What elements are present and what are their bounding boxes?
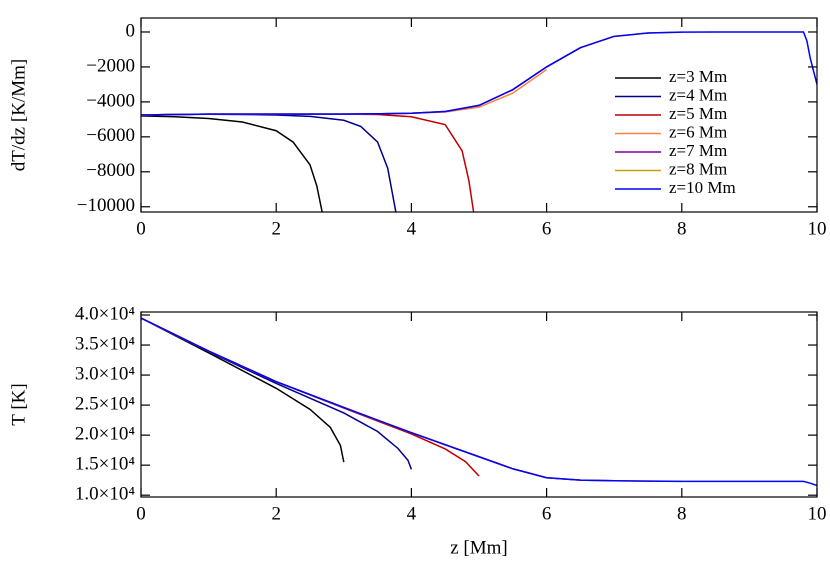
y-tick-label: 2.5×10⁴: [75, 393, 135, 414]
plot-frame: [140, 311, 818, 498]
y-tick-label: 3.0×10⁴: [75, 363, 135, 384]
y-tick-label: −4000: [86, 90, 135, 111]
x-tick-label: 2: [271, 218, 281, 239]
series-line: [141, 31, 817, 116]
y-tick-label: 1.5×10⁴: [75, 454, 135, 475]
y-tick-label: −6000: [86, 125, 135, 146]
x-tick-label: 0: [136, 218, 146, 239]
legend-label: z=3 Mm: [669, 67, 727, 86]
legend-label: z=6 Mm: [669, 122, 727, 141]
series-line: [141, 31, 682, 116]
series-line: [141, 113, 475, 212]
x-tick-label: 4: [407, 503, 417, 524]
legend-label: z=5 Mm: [669, 104, 727, 123]
x-tick-label: 2: [271, 503, 281, 524]
series-line: [141, 317, 817, 487]
y-tick-label: 3.5×10⁴: [75, 333, 135, 354]
x-tick-label: 4: [407, 218, 417, 239]
series-line: [141, 317, 345, 463]
x-tick-label: 0: [136, 503, 146, 524]
y-tick-label: 4.0×10⁴: [75, 303, 135, 324]
legend-label: z=4 Mm: [669, 85, 727, 104]
y-tick-label: −10000: [77, 195, 135, 216]
x-tick-label: 6: [542, 503, 552, 524]
x-tick-label: 10: [808, 218, 827, 239]
series-line: [141, 317, 413, 470]
x-tick-label: 10: [808, 503, 827, 524]
series-line: [141, 317, 547, 479]
series-line: [141, 115, 323, 212]
series-line: [141, 317, 615, 482]
legend-label: z=7 Mm: [669, 141, 727, 160]
y-axis-label: T [K]: [8, 383, 29, 425]
legend-label: z=10 Mm: [669, 178, 736, 197]
y-tick-label: −2000: [86, 55, 135, 76]
x-tick-label: 8: [677, 218, 687, 239]
legend-label: z=8 Mm: [669, 159, 727, 178]
y-tick-label: −8000: [86, 160, 135, 181]
y-tick-label: 2.0×10⁴: [75, 423, 135, 444]
y-tick-label: 1.0×10⁴: [75, 484, 135, 505]
plot-frame: [140, 17, 818, 213]
x-tick-label: 8: [677, 503, 687, 524]
series-line: [141, 35, 615, 116]
series-line: [141, 317, 682, 483]
y-tick-label: 0: [126, 20, 136, 41]
series-line: [141, 317, 480, 477]
x-tick-label: 6: [542, 218, 552, 239]
series-line: [141, 68, 548, 116]
y-axis-label: dT/dz [K/Mm]: [8, 59, 29, 171]
x-axis-label: z [Mm]: [450, 537, 508, 558]
